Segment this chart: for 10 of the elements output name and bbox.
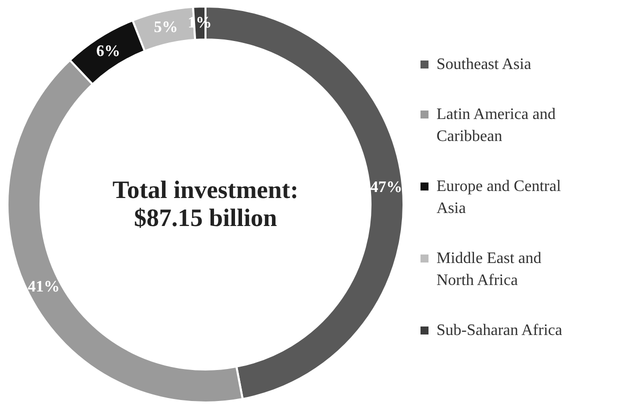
legend-label: Sub-Saharan Africa xyxy=(436,322,562,339)
text: Total investment: $87.15 billion xyxy=(112,177,298,232)
legend-label: Southeast Asia xyxy=(436,56,532,73)
legend-label: Europe and Central Asia xyxy=(436,178,562,217)
data-label: 47% xyxy=(370,178,402,196)
data-label: 5% xyxy=(154,18,178,36)
data-label: 6% xyxy=(96,42,120,60)
legend-label: Latin America and Caribbean xyxy=(436,106,556,145)
data-label: 41% xyxy=(28,278,60,296)
legend-label: Middle East and North Africa xyxy=(436,250,542,289)
